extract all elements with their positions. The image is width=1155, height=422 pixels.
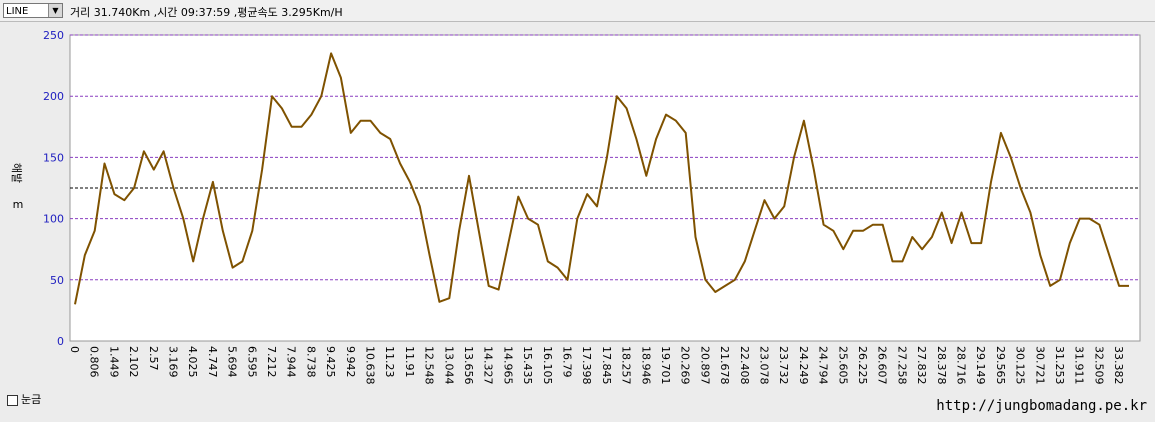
x-tick-label: 24.794 [817, 346, 830, 385]
x-tick-label: 13.044 [442, 346, 455, 385]
x-tick-label: 11.23 [383, 346, 396, 378]
x-tick-label: 27.258 [895, 346, 908, 385]
x-tick-label: 24.249 [797, 346, 810, 385]
x-tick-label: 0.806 [88, 346, 101, 378]
x-tick-label: 12.548 [423, 346, 436, 385]
x-tick-label: 9.425 [324, 346, 337, 378]
y-tick-label: 100 [43, 213, 64, 226]
x-tick-label: 23.732 [777, 346, 790, 385]
x-tick-label: 23.078 [758, 346, 771, 385]
x-tick-label: 6.595 [245, 346, 258, 378]
x-tick-label: 28.378 [935, 346, 948, 385]
y-axis-unit: m [13, 198, 24, 211]
x-tick-label: 25.605 [836, 346, 849, 385]
dropdown-arrow[interactable]: ▼ [48, 4, 62, 17]
checkbox-box[interactable] [7, 394, 18, 406]
x-tick-label: 3.169 [167, 346, 180, 378]
x-tick-label: 4.025 [186, 346, 199, 378]
x-tick-label: 28.716 [955, 346, 968, 385]
x-tick-label: 13.656 [462, 346, 475, 385]
x-tick-label: 5.694 [226, 346, 239, 378]
y-axis-label: 해발 [10, 163, 24, 183]
x-tick-label: 22.408 [738, 346, 751, 385]
y-tick-label: 250 [43, 29, 64, 42]
x-tick-label: 1.449 [107, 346, 120, 378]
checkbox-label: 눈금 [21, 393, 42, 406]
x-tick-label: 20.269 [679, 346, 692, 385]
x-tick-label: 29.565 [994, 346, 1007, 385]
chart: 0 50 100 150 200 250 해발 m 0 0.806 1.449 2.102 2.57 3.… [10, 29, 1141, 385]
x-tick-label: 19.701 [659, 346, 672, 385]
mode-select[interactable]: LINE ▼ [3, 3, 63, 18]
x-tick-label: 21.678 [718, 346, 731, 385]
y-tick-label: 150 [43, 151, 64, 164]
x-tick-label: 31.253 [1053, 346, 1066, 385]
x-tick-label: 30.125 [1014, 346, 1027, 385]
checkbox[interactable]: 눈금 [7, 391, 41, 407]
x-tick-label: 17.398 [580, 346, 593, 385]
x-tick-label: 8.738 [304, 346, 317, 378]
x-tick-label: 33.382 [1112, 346, 1125, 385]
x-tick-label: 20.897 [698, 346, 711, 385]
site-url: http://jungbomadang.pe.kr [936, 398, 1147, 414]
x-tick-label: 15.435 [521, 346, 534, 385]
x-tick-label: 32.509 [1092, 346, 1105, 385]
x-tick-label: 14.327 [482, 346, 495, 385]
x-tick-label: 30.721 [1033, 346, 1046, 385]
y-tick-label: 50 [50, 274, 64, 287]
y-tick-label: 200 [43, 90, 64, 103]
y-tick-label: 0 [57, 335, 64, 348]
x-tick-label: 9.942 [344, 346, 357, 378]
mode-text: LINE [6, 6, 29, 17]
x-tick-label: 10.638 [364, 346, 377, 385]
trip-info: 거리 31.740Km ,시간 09:37:59 ,평균속도 3.295Km/H [70, 6, 343, 19]
x-tick-label: 18.946 [639, 346, 652, 385]
x-tick-label: 26.225 [856, 346, 869, 385]
x-tick-label: 4.747 [206, 346, 219, 378]
x-tick-label: 26.607 [876, 346, 889, 385]
x-tick-label: 2.102 [127, 346, 140, 378]
x-tick-label: 7.212 [265, 346, 278, 378]
x-tick-label: 0 [68, 346, 81, 353]
x-tick-label: 7.944 [285, 346, 298, 378]
x-tick-label: 11.91 [403, 346, 416, 378]
x-tick-label: 31.911 [1073, 346, 1086, 385]
toolbar: LINE ▼ 거리 31.740Km ,시간 09:37:59 ,평균속도 3.2… [0, 0, 1155, 22]
x-tick-label: 2.57 [147, 346, 160, 371]
x-tick-label: 16.79 [561, 346, 574, 378]
x-tick-label: 14.965 [501, 346, 514, 385]
x-tick-label: 17.845 [600, 346, 613, 385]
x-tick-label: 16.105 [541, 346, 554, 385]
x-tick-label: 27.832 [915, 346, 928, 385]
elevation-line [74, 52, 1129, 305]
x-tick-label: 29.149 [974, 346, 987, 385]
x-tick-label: 18.257 [620, 346, 633, 385]
